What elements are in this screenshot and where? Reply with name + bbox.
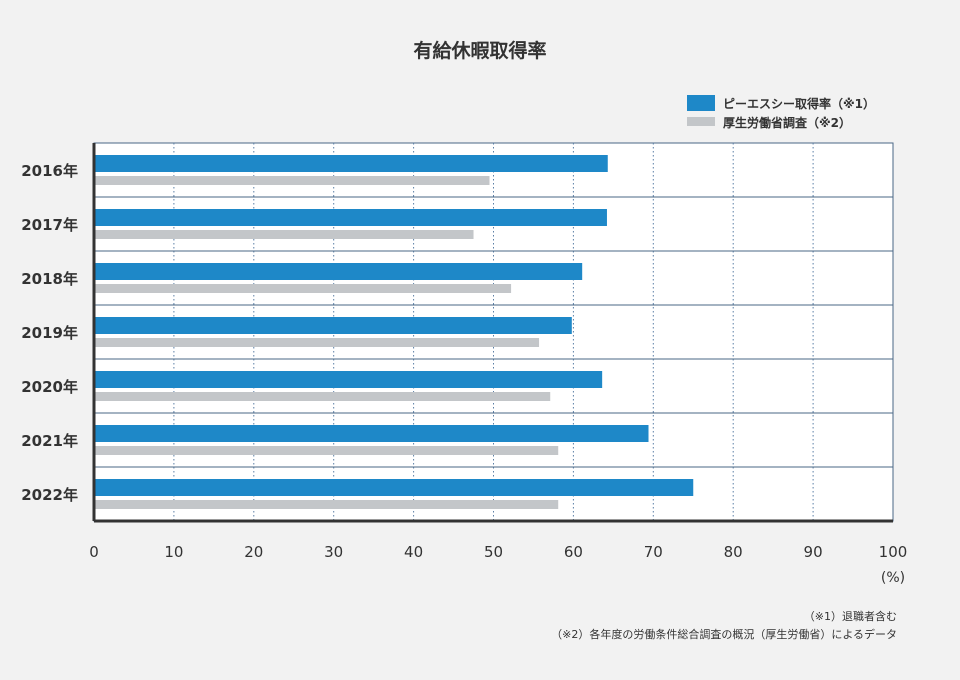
x-tick-label: 80 — [724, 543, 743, 561]
y-tick-label: 2017年 — [21, 216, 78, 234]
bar-mhlw-2020年 — [94, 392, 551, 401]
row-separators — [94, 196, 893, 468]
bar-psc-2018年 — [94, 263, 583, 280]
y-tick-label: 2019年 — [21, 324, 78, 342]
bar-psc-2020年 — [94, 371, 603, 388]
x-tick-label: 90 — [804, 543, 823, 561]
bar-psc-2021年 — [94, 425, 649, 442]
x-tick-label: 0 — [89, 543, 99, 561]
x-tick-label: 10 — [164, 543, 183, 561]
legend-label-mhlw: 厚生労働省調査（※2） — [723, 115, 851, 130]
bar-mhlw-2017年 — [94, 230, 474, 239]
y-tick-label: 2016年 — [21, 162, 78, 180]
legend-swatch-psc — [687, 95, 715, 111]
x-tick-label: 60 — [564, 543, 583, 561]
bar-mhlw-2022年 — [94, 500, 559, 509]
chart-title: 有給休暇取得率 — [413, 39, 546, 62]
x-tick-label: 70 — [644, 543, 663, 561]
x-tick-label: 100 — [879, 543, 908, 561]
bars — [94, 155, 694, 509]
x-tick-label: 20 — [244, 543, 263, 561]
y-tick-label: 2020年 — [21, 378, 78, 396]
x-axis-labels: 0 10 20 30 40 50 60 70 80 90 100 — [89, 543, 907, 561]
y-tick-label: 2021年 — [21, 432, 78, 450]
legend-label-psc: ピーエスシー取得率（※1） — [723, 96, 875, 111]
x-tick-label: 30 — [324, 543, 343, 561]
x-tick-label: 50 — [484, 543, 503, 561]
y-tick-label: 2022年 — [21, 486, 78, 504]
bar-mhlw-2019年 — [94, 338, 540, 347]
legend: ピーエスシー取得率（※1） 厚生労働省調査（※2） — [687, 95, 875, 130]
bar-psc-2017年 — [94, 209, 607, 226]
bar-psc-2019年 — [94, 317, 572, 334]
x-axis-unit: (%) — [881, 570, 905, 586]
bar-mhlw-2021年 — [94, 446, 559, 455]
x-tick-label: 40 — [404, 543, 423, 561]
bar-mhlw-2016年 — [94, 176, 490, 185]
bar-mhlw-2018年 — [94, 284, 512, 293]
legend-swatch-mhlw — [687, 117, 715, 126]
note-1: （※1）退職者含む — [804, 609, 897, 623]
y-axis-labels: 2016年 2017年 2018年 2019年 2020年 2021年 2022年 — [21, 162, 78, 504]
bar-psc-2016年 — [94, 155, 608, 172]
note-2: （※2）各年度の労働条件総合調査の概況（厚生労働省）によるデータ — [551, 627, 897, 641]
y-tick-label: 2018年 — [21, 270, 78, 288]
bar-psc-2022年 — [94, 479, 694, 496]
